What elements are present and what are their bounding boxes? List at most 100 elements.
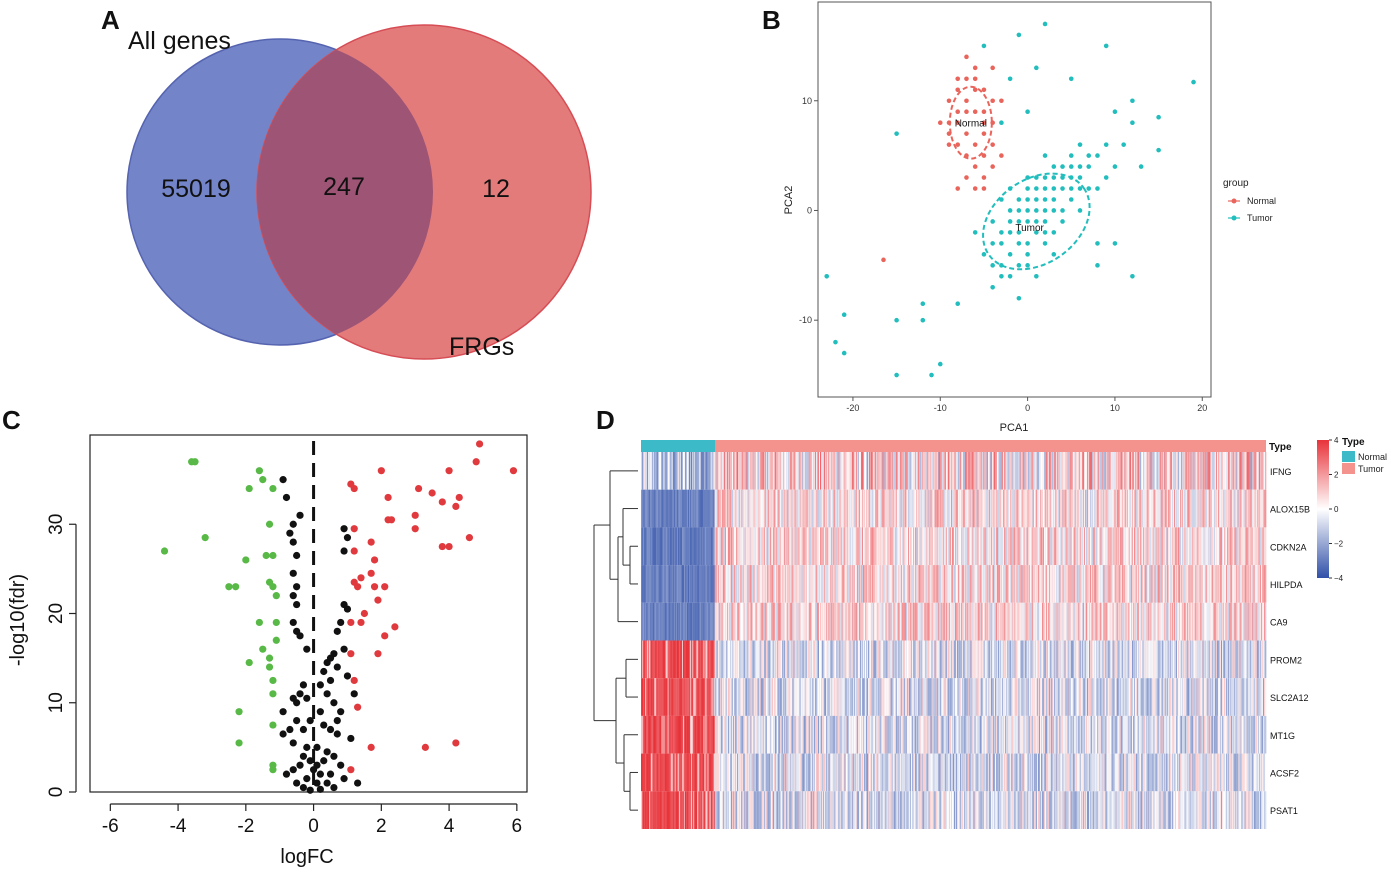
heatmap-cell — [1118, 602, 1121, 641]
heatmap-cell — [784, 452, 786, 490]
heatmap-cell — [820, 640, 822, 679]
heatmap-cell — [857, 527, 860, 566]
heatmap-cell — [1031, 640, 1034, 679]
heatmap-cell — [714, 527, 717, 566]
heatmap-cell — [1082, 640, 1085, 679]
heatmap-cell — [1242, 452, 1244, 490]
heatmap-cell — [1032, 565, 1035, 603]
pca-point-tumor — [999, 241, 1004, 246]
heatmap-cell — [974, 678, 976, 716]
heatmap-cell — [777, 527, 779, 566]
heatmap-cell — [726, 602, 729, 641]
heatmap-cell — [1115, 452, 1117, 490]
heatmap-cell — [772, 565, 775, 603]
heatmap-cell — [1117, 452, 1120, 490]
heatmap-cell — [1073, 640, 1076, 679]
heatmap-cell — [888, 527, 890, 566]
heatmap-cell — [1112, 489, 1114, 528]
heatmap-cell — [713, 527, 715, 566]
heatmap-cell — [1196, 640, 1198, 679]
heatmap-cell — [1058, 602, 1060, 641]
heatmap-cell — [1140, 678, 1142, 716]
heatmap-cell — [715, 678, 718, 716]
heatmap-cell — [708, 715, 710, 754]
heatmap-cell — [1163, 678, 1166, 716]
heatmap-cell — [1018, 602, 1020, 641]
heatmap-cell — [962, 602, 964, 641]
heatmap-cell — [1186, 565, 1188, 603]
heatmap-cell — [965, 678, 967, 716]
heatmap-cell — [1147, 678, 1149, 716]
heatmap-cell — [865, 602, 867, 641]
heatmap-cell — [876, 602, 878, 641]
heatmap-cell — [662, 489, 664, 528]
heatmap-cell — [1054, 527, 1056, 566]
heatmap-cell — [649, 602, 651, 641]
heatmap-cell — [868, 452, 870, 490]
heatmap-cell — [1231, 602, 1233, 641]
heatmap-cell — [1194, 565, 1196, 603]
heatmap-cell — [1073, 678, 1076, 716]
heatmap-cell — [1070, 640, 1072, 679]
heatmap-cell — [792, 489, 794, 528]
heatmap-cell — [852, 715, 855, 754]
heatmap-cell — [1034, 602, 1037, 641]
heatmap-cell — [740, 640, 742, 679]
heatmap-cell — [831, 602, 833, 641]
heatmap-cell — [662, 565, 664, 603]
heatmap-cell — [802, 565, 804, 603]
heatmap-cell — [756, 678, 758, 716]
heatmap-cell — [647, 640, 649, 679]
volcano-point-ns — [347, 734, 355, 743]
heatmap-cell — [866, 640, 868, 679]
heatmap-cell — [895, 602, 898, 641]
heatmap-cell — [1249, 527, 1251, 566]
heatmap-cell — [715, 715, 718, 754]
heatmap-cell — [1184, 602, 1186, 641]
heatmap-cell — [877, 640, 879, 679]
heatmap-cell — [1015, 452, 1017, 490]
volcano-point-ns — [326, 725, 335, 734]
pca-point-tumor — [1112, 241, 1118, 246]
heatmap-cell — [792, 527, 794, 566]
heatmap-cell — [1051, 452, 1053, 490]
volcano-point-down — [265, 654, 274, 662]
heatmap-cell — [833, 715, 835, 754]
heatmap-cell — [735, 678, 737, 716]
heatmap-cell — [1127, 489, 1130, 528]
heatmap-cell — [993, 527, 996, 566]
heatmap-cell — [940, 489, 943, 528]
heatmap-cell — [1227, 489, 1229, 528]
heatmap-cell — [902, 678, 905, 716]
heatmap-cell — [995, 565, 998, 603]
heatmap-cell — [705, 565, 707, 603]
heatmap-cell — [649, 565, 651, 603]
heatmap-cell — [1067, 640, 1069, 679]
heatmap-cell — [770, 715, 773, 754]
heatmap-cell — [746, 489, 748, 528]
heatmap-cell — [686, 452, 688, 490]
heatmap-cell — [871, 640, 873, 679]
heatmap-cell — [1163, 527, 1166, 566]
heatmap-cell — [686, 527, 688, 566]
heatmap-cell — [922, 715, 924, 754]
heatmap-cell — [840, 565, 842, 603]
heatmap-cell — [696, 602, 698, 641]
heatmap-cell — [1168, 602, 1171, 641]
heatmap-cell — [683, 452, 686, 490]
heatmap-cell — [746, 527, 748, 566]
heatmap-cell — [1223, 452, 1225, 490]
heatmap-cell — [1006, 527, 1008, 566]
heatmap-cell — [793, 602, 795, 641]
heatmap-cell — [1184, 640, 1186, 679]
heatmap-cell — [788, 678, 790, 716]
heatmap-cell — [857, 678, 860, 716]
heatmap-cell — [1169, 602, 1172, 641]
heatmap-cell — [852, 452, 855, 490]
heatmap-cell — [1013, 678, 1015, 716]
heatmap-cell — [771, 678, 774, 716]
heatmap-cell — [767, 678, 770, 716]
heatmap-cell — [687, 527, 689, 566]
heatmap-cell — [864, 565, 866, 603]
heatmap-cell — [1240, 489, 1242, 528]
